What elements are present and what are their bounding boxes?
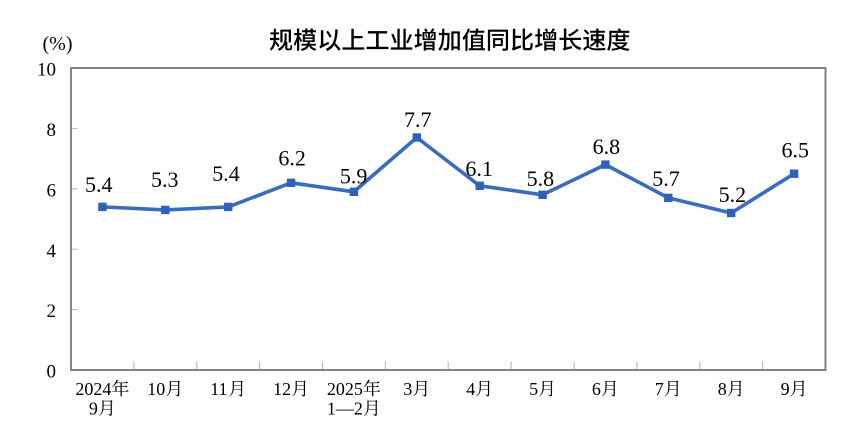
svg-text:(%): (%): [43, 33, 73, 55]
svg-text:2: 2: [47, 301, 57, 322]
svg-text:6: 6: [592, 379, 601, 399]
svg-text:6.5: 6.5: [781, 137, 809, 162]
svg-text:5.4: 5.4: [212, 161, 240, 186]
svg-text:10: 10: [147, 379, 165, 399]
svg-text:5.8: 5.8: [527, 166, 555, 191]
svg-text:6.1: 6.1: [465, 156, 493, 181]
svg-text:6.2: 6.2: [278, 145, 306, 170]
svg-text:5.9: 5.9: [340, 163, 368, 188]
svg-text:11: 11: [210, 379, 227, 399]
svg-text:2024: 2024: [75, 379, 111, 399]
svg-text:4: 4: [47, 241, 57, 262]
svg-text:5: 5: [529, 379, 538, 399]
svg-text:12: 12: [273, 379, 291, 399]
svg-text:8: 8: [718, 379, 727, 399]
svg-text:5.3: 5.3: [151, 167, 179, 192]
svg-text:7.7: 7.7: [404, 107, 432, 132]
svg-text:6.8: 6.8: [593, 134, 621, 159]
svg-text:6: 6: [47, 180, 57, 201]
svg-text:5.7: 5.7: [652, 166, 680, 191]
svg-text:7: 7: [655, 379, 664, 399]
svg-text:5.2: 5.2: [719, 182, 747, 207]
svg-text:9: 9: [781, 379, 790, 399]
svg-text:2025: 2025: [327, 379, 363, 399]
svg-text:8: 8: [47, 120, 57, 141]
svg-text:3: 3: [403, 379, 412, 399]
svg-text:5.4: 5.4: [85, 172, 113, 197]
svg-text:10: 10: [37, 60, 56, 81]
svg-text:0: 0: [47, 362, 57, 383]
svg-text:4: 4: [466, 379, 475, 399]
svg-text:1—2: 1—2: [327, 399, 363, 419]
svg-text:9: 9: [89, 399, 98, 419]
